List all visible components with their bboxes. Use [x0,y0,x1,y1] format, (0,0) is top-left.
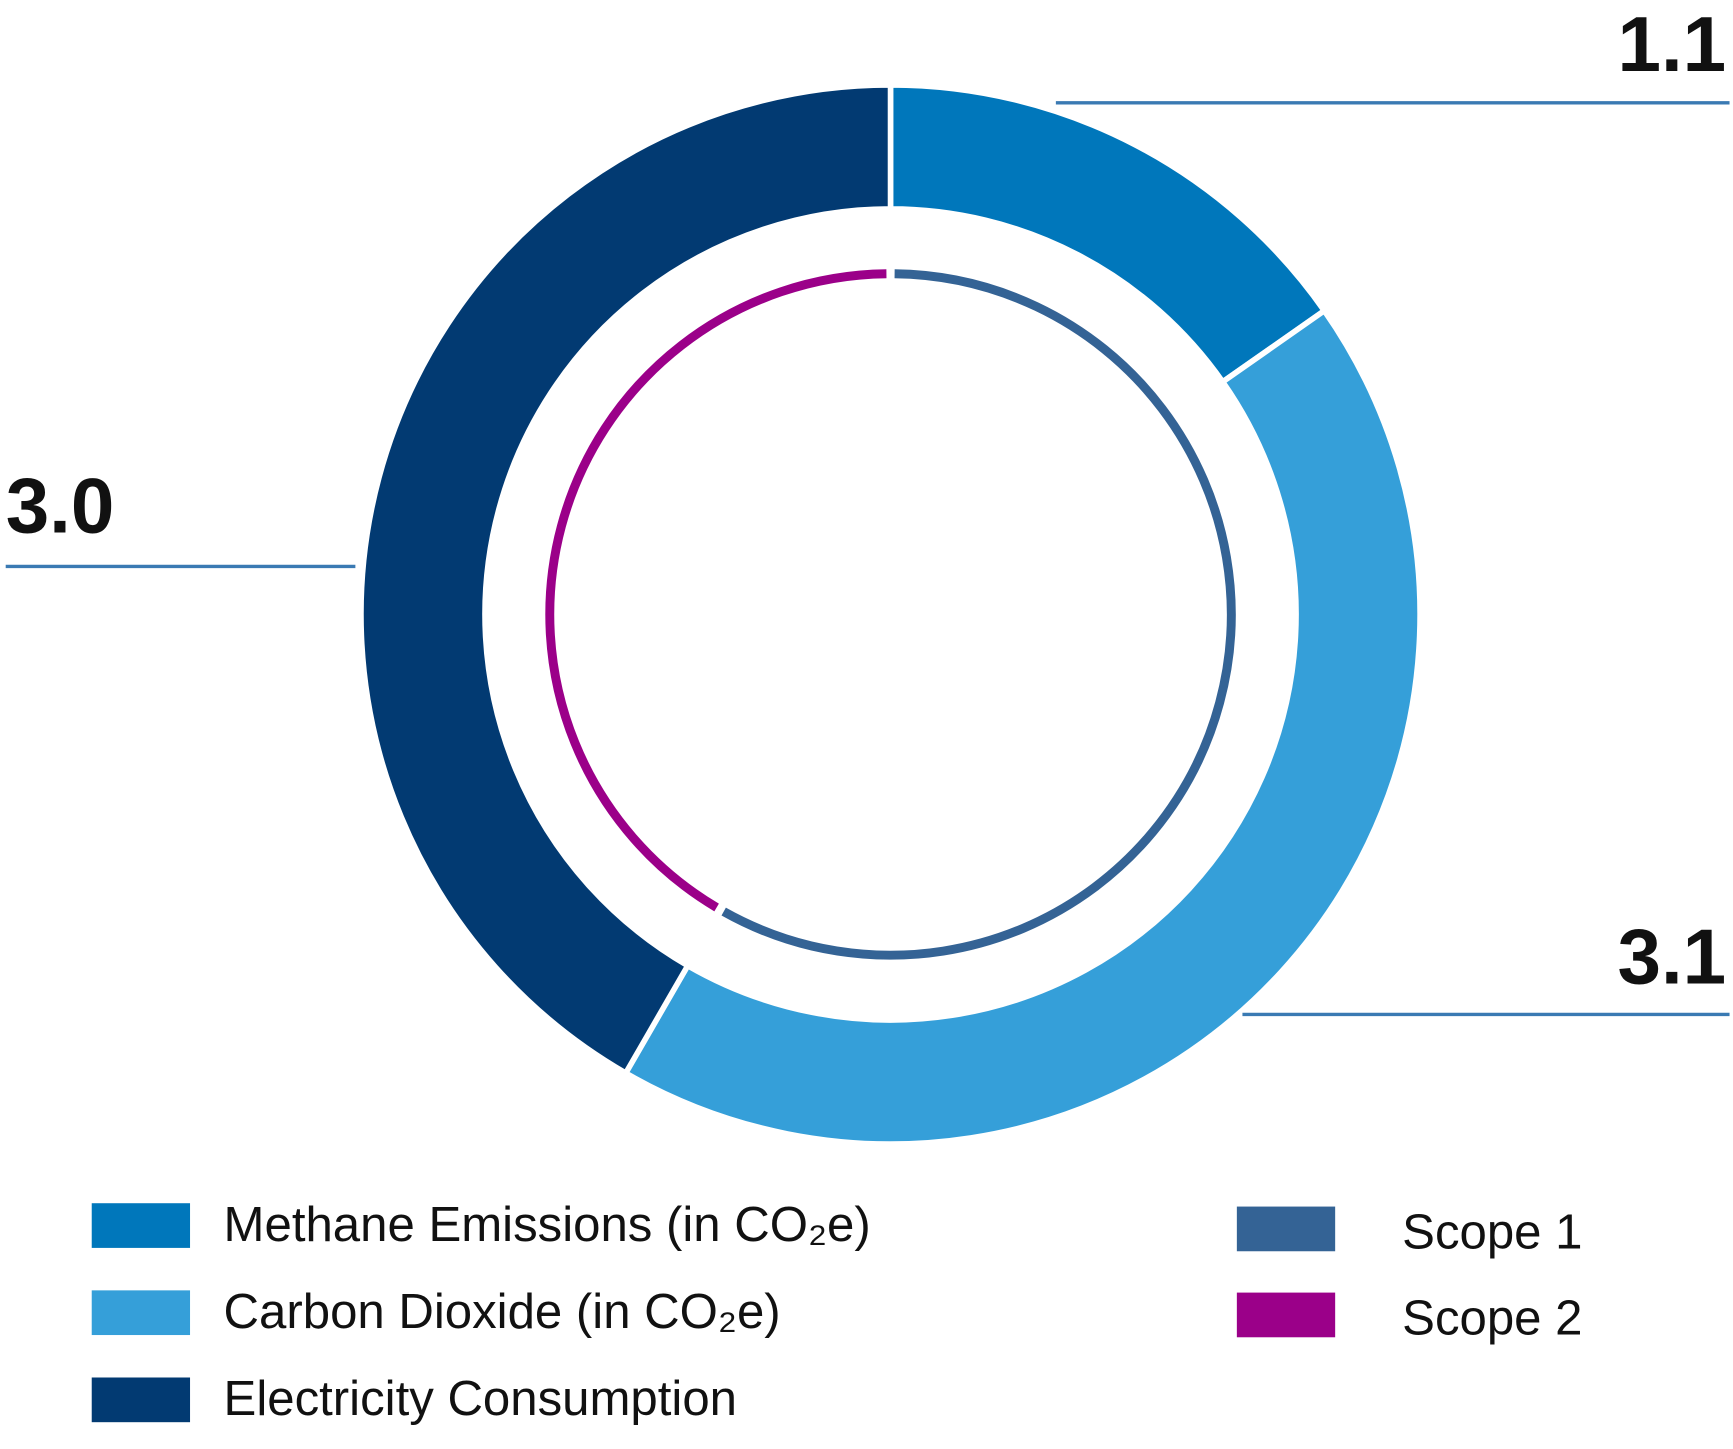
legend-label: Electricity Consumption [224,1372,737,1426]
legend-swatch [91,1377,191,1423]
legend-swatch [1236,1206,1336,1252]
value-label: 3.1 [1617,913,1726,1001]
legend-label: Scope 2 [1402,1292,1582,1346]
donut-segment [887,82,1329,386]
value-label: 1.1 [1617,0,1726,88]
inner-ring-segment [721,269,1236,960]
value-label: 3.0 [6,461,115,549]
legend-label: Scope 1 [1402,1206,1582,1260]
donut-segment [621,306,1423,1147]
inner-ring-segment [545,269,887,912]
legend-swatch [91,1290,191,1336]
legend-swatch [91,1203,191,1248]
donut-segment [358,82,894,1077]
legend-label: Carbon Dioxide (in CO₂e) [224,1285,781,1339]
legend-swatch [1236,1292,1336,1338]
legend-label: Methane Emissions (in CO₂e) [224,1198,871,1252]
